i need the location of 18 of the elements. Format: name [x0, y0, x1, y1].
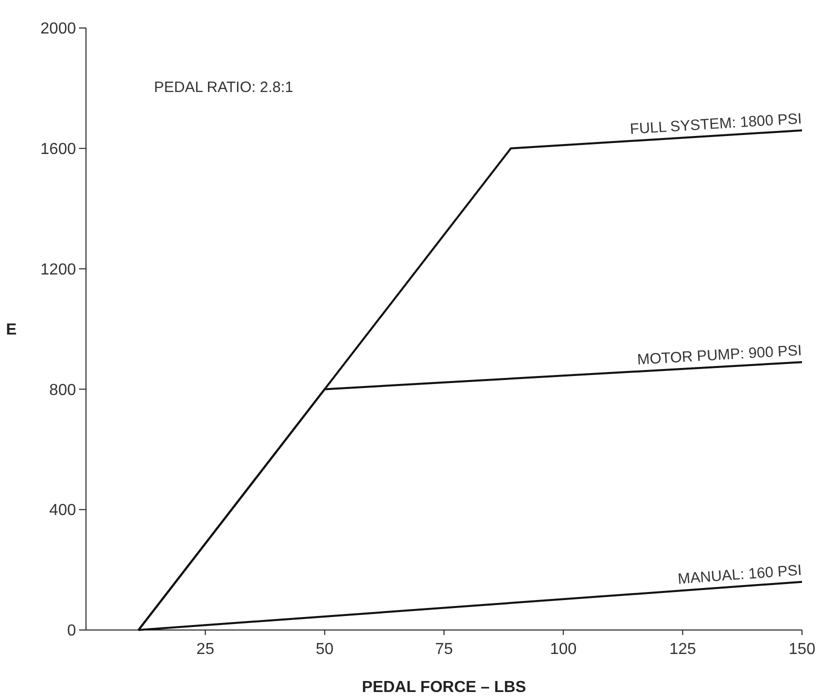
x-axis-title: PEDAL FORCE – LBS — [362, 679, 526, 696]
y-tick-label: 1600 — [40, 141, 76, 158]
y-tick-label: 1200 — [40, 261, 76, 278]
y-tick-label: 0 — [67, 622, 76, 640]
y-tick-label: 800 — [49, 382, 76, 399]
y-tick-label: 400 — [49, 502, 76, 520]
series-label: FULL SYSTEM: 1800 PSI — [629, 110, 802, 138]
x-tick-label: 25 — [196, 641, 214, 658]
x-tick-label: 150 — [788, 641, 816, 658]
x-tick-label: 125 — [669, 641, 696, 658]
x-tick-label: 100 — [550, 641, 577, 658]
annotation: PEDAL RATIO: 2.8:1 — [154, 79, 294, 96]
x-tick-label: 50 — [316, 641, 334, 658]
x-tick-label: 75 — [435, 641, 453, 658]
y-tick-label: 2000 — [40, 20, 76, 38]
series-label: MOTOR PUMP: 900 PSI — [636, 342, 802, 368]
y-axis-title: E — [6, 322, 17, 339]
series-label: MANUAL: 160 PSI — [677, 562, 802, 588]
